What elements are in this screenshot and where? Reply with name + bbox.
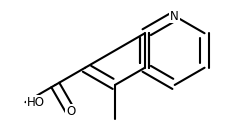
Text: O: O <box>66 105 75 118</box>
Text: HO: HO <box>26 96 44 109</box>
Text: N: N <box>170 10 178 22</box>
